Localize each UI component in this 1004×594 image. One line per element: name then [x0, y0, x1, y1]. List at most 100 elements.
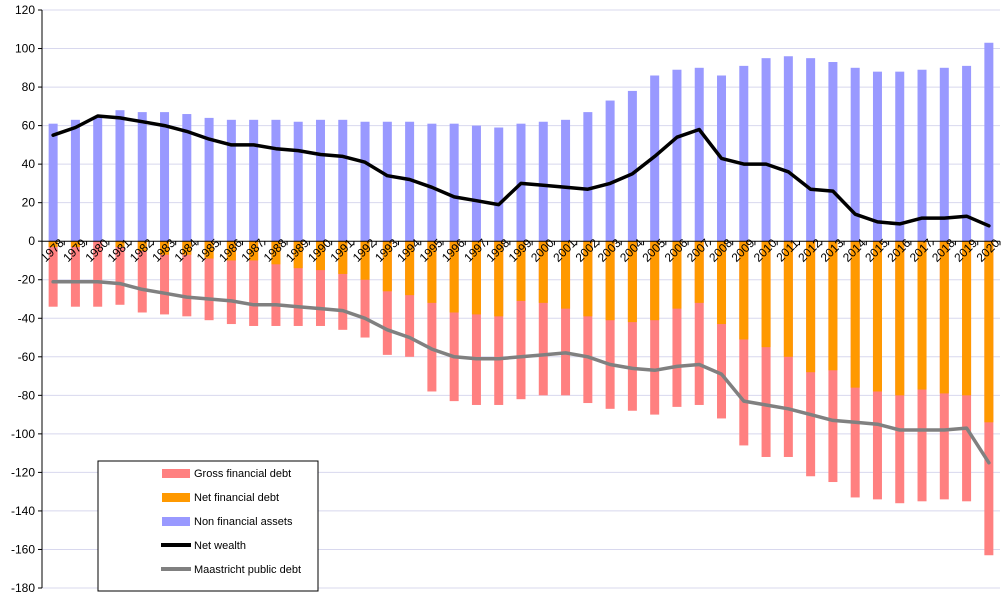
non-financial-assets-bar	[739, 65, 749, 242]
gross-financial-debt-bar	[271, 241, 281, 326]
y-tick-label: 100	[15, 42, 35, 56]
non-financial-assets-bar	[605, 100, 615, 242]
net-wealth-legend-label: Net wealth	[194, 540, 246, 552]
net-financial-debt-bar	[650, 241, 660, 321]
gross-financial-debt-bar	[315, 241, 325, 326]
non-financial-assets-bar	[449, 123, 459, 242]
non-financial-assets-bar	[93, 117, 103, 242]
net-financial-debt-bar	[293, 241, 303, 269]
gross-financial-debt-bar	[516, 241, 526, 400]
non-financial-assets-legend-swatch	[162, 517, 190, 526]
gross-financial-debt-bar	[70, 241, 80, 307]
net-financial-debt-bar	[872, 241, 882, 392]
non-financial-assets-bar	[160, 112, 170, 242]
net-financial-debt-bar	[137, 241, 147, 251]
net-financial-debt-bar	[962, 241, 972, 396]
net-financial-debt-bar	[627, 241, 637, 323]
net-financial-debt-bar	[516, 241, 526, 301]
non-financial-assets-bar	[70, 119, 80, 242]
y-tick-label: -40	[18, 311, 36, 325]
net-financial-debt-bar	[717, 241, 727, 325]
gross-financial-debt-bar	[650, 241, 660, 415]
gross-financial-debt-bar	[293, 241, 303, 326]
net-financial-debt-bar	[315, 241, 325, 271]
net-financial-debt-bar	[850, 241, 860, 388]
non-financial-assets-bar	[561, 119, 571, 242]
y-tick-label: -140	[11, 504, 35, 518]
net-financial-debt-bar	[338, 241, 348, 274]
gross-financial-debt-bar	[694, 241, 704, 405]
gross-financial-debt-bar	[538, 241, 548, 396]
gross-financial-debt-bar	[427, 241, 437, 392]
net-financial-debt-bar	[48, 241, 58, 247]
y-tick-label: -60	[18, 350, 36, 364]
net-financial-debt-bar	[605, 241, 615, 321]
net-financial-debt-bar	[427, 241, 437, 303]
gross-financial-debt-bar	[204, 241, 214, 321]
non-financial-assets-bar	[115, 110, 125, 242]
non-financial-assets-bar	[783, 56, 793, 242]
net-financial-debt-bar	[360, 241, 370, 280]
non-financial-assets-bar	[761, 58, 771, 242]
non-financial-assets-bar	[249, 119, 259, 242]
net-financial-debt-bar	[561, 241, 571, 309]
gross-financial-debt-bar	[382, 241, 392, 355]
net-wealth-line	[51, 114, 991, 228]
non-financial-assets-legend-label: Non financial assets	[194, 516, 293, 528]
non-financial-assets-bar	[583, 112, 593, 242]
non-financial-assets-bar	[182, 114, 192, 242]
non-financial-assets-bar	[204, 117, 214, 242]
non-financial-assets-bar	[850, 67, 860, 242]
gross-financial-debt-bar	[226, 241, 236, 325]
net-financial-debt-bar	[115, 241, 125, 247]
net-financial-debt-legend-swatch	[162, 493, 190, 502]
non-financial-assets-bar	[226, 119, 236, 242]
non-financial-assets-bar	[405, 121, 415, 242]
maastricht-public-debt-line	[51, 279, 991, 465]
gross-financial-debt-bar	[48, 241, 58, 307]
non-financial-assets-bar	[939, 67, 949, 242]
net-financial-debt-bar	[382, 241, 392, 292]
gross-financial-debt-bar	[338, 241, 348, 330]
net-financial-debt-bar	[739, 241, 749, 340]
y-tick-label: 60	[22, 119, 36, 133]
gross-financial-debt-bar	[360, 241, 370, 338]
non-financial-assets-bar	[137, 112, 147, 242]
net-financial-debt-bar	[694, 241, 704, 303]
gross-financial-debt-bar	[494, 241, 504, 405]
net-financial-debt-bar	[828, 241, 838, 371]
non-financial-assets-bar	[494, 127, 504, 242]
non-financial-assets-bar	[315, 119, 325, 242]
y-tick-label: -20	[18, 273, 36, 287]
gross-financial-debt-bar	[627, 241, 637, 411]
gross-financial-debt-bar	[93, 241, 103, 307]
non-financial-assets-bar	[917, 69, 927, 242]
net-financial-debt-bar	[783, 241, 793, 357]
legend: Gross financial debt Net financial debt No…	[97, 460, 319, 592]
net-financial-debt-bar	[494, 241, 504, 317]
y-tick-label: 40	[22, 157, 36, 171]
gross-financial-debt-bar	[717, 241, 727, 419]
non-financial-assets-bar	[360, 121, 370, 242]
non-financial-assets-bar	[672, 69, 682, 242]
non-financial-assets-bar	[962, 65, 972, 242]
net-financial-debt-bar	[538, 241, 548, 303]
line-layer	[51, 114, 991, 465]
gross-financial-debt-bar	[471, 241, 481, 405]
non-financial-assets-bar	[471, 125, 481, 242]
net-financial-debt-bar	[160, 241, 170, 255]
gross-financial-debt-bar	[405, 241, 415, 357]
y-tick-label: -180	[11, 581, 35, 594]
y-axis-tick-labels: 120 100 80 60 40 20 0 -20 -40 -60 -80 -100 -120 -140 -…	[11, 3, 35, 594]
non-financial-assets-bar	[48, 123, 58, 242]
non-financial-assets-bar	[382, 121, 392, 242]
gross-financial-debt-legend-label: Gross financial debt	[194, 468, 291, 480]
net-financial-debt-bar	[226, 241, 236, 261]
gross-financial-debt-bar	[583, 241, 593, 404]
gross-financial-debt-bar	[672, 241, 682, 407]
non-financial-assets-bar	[984, 42, 994, 242]
y-tick-label: 80	[22, 80, 36, 94]
non-financial-assets-bar	[627, 90, 637, 242]
y-tick-label: 120	[15, 3, 35, 17]
